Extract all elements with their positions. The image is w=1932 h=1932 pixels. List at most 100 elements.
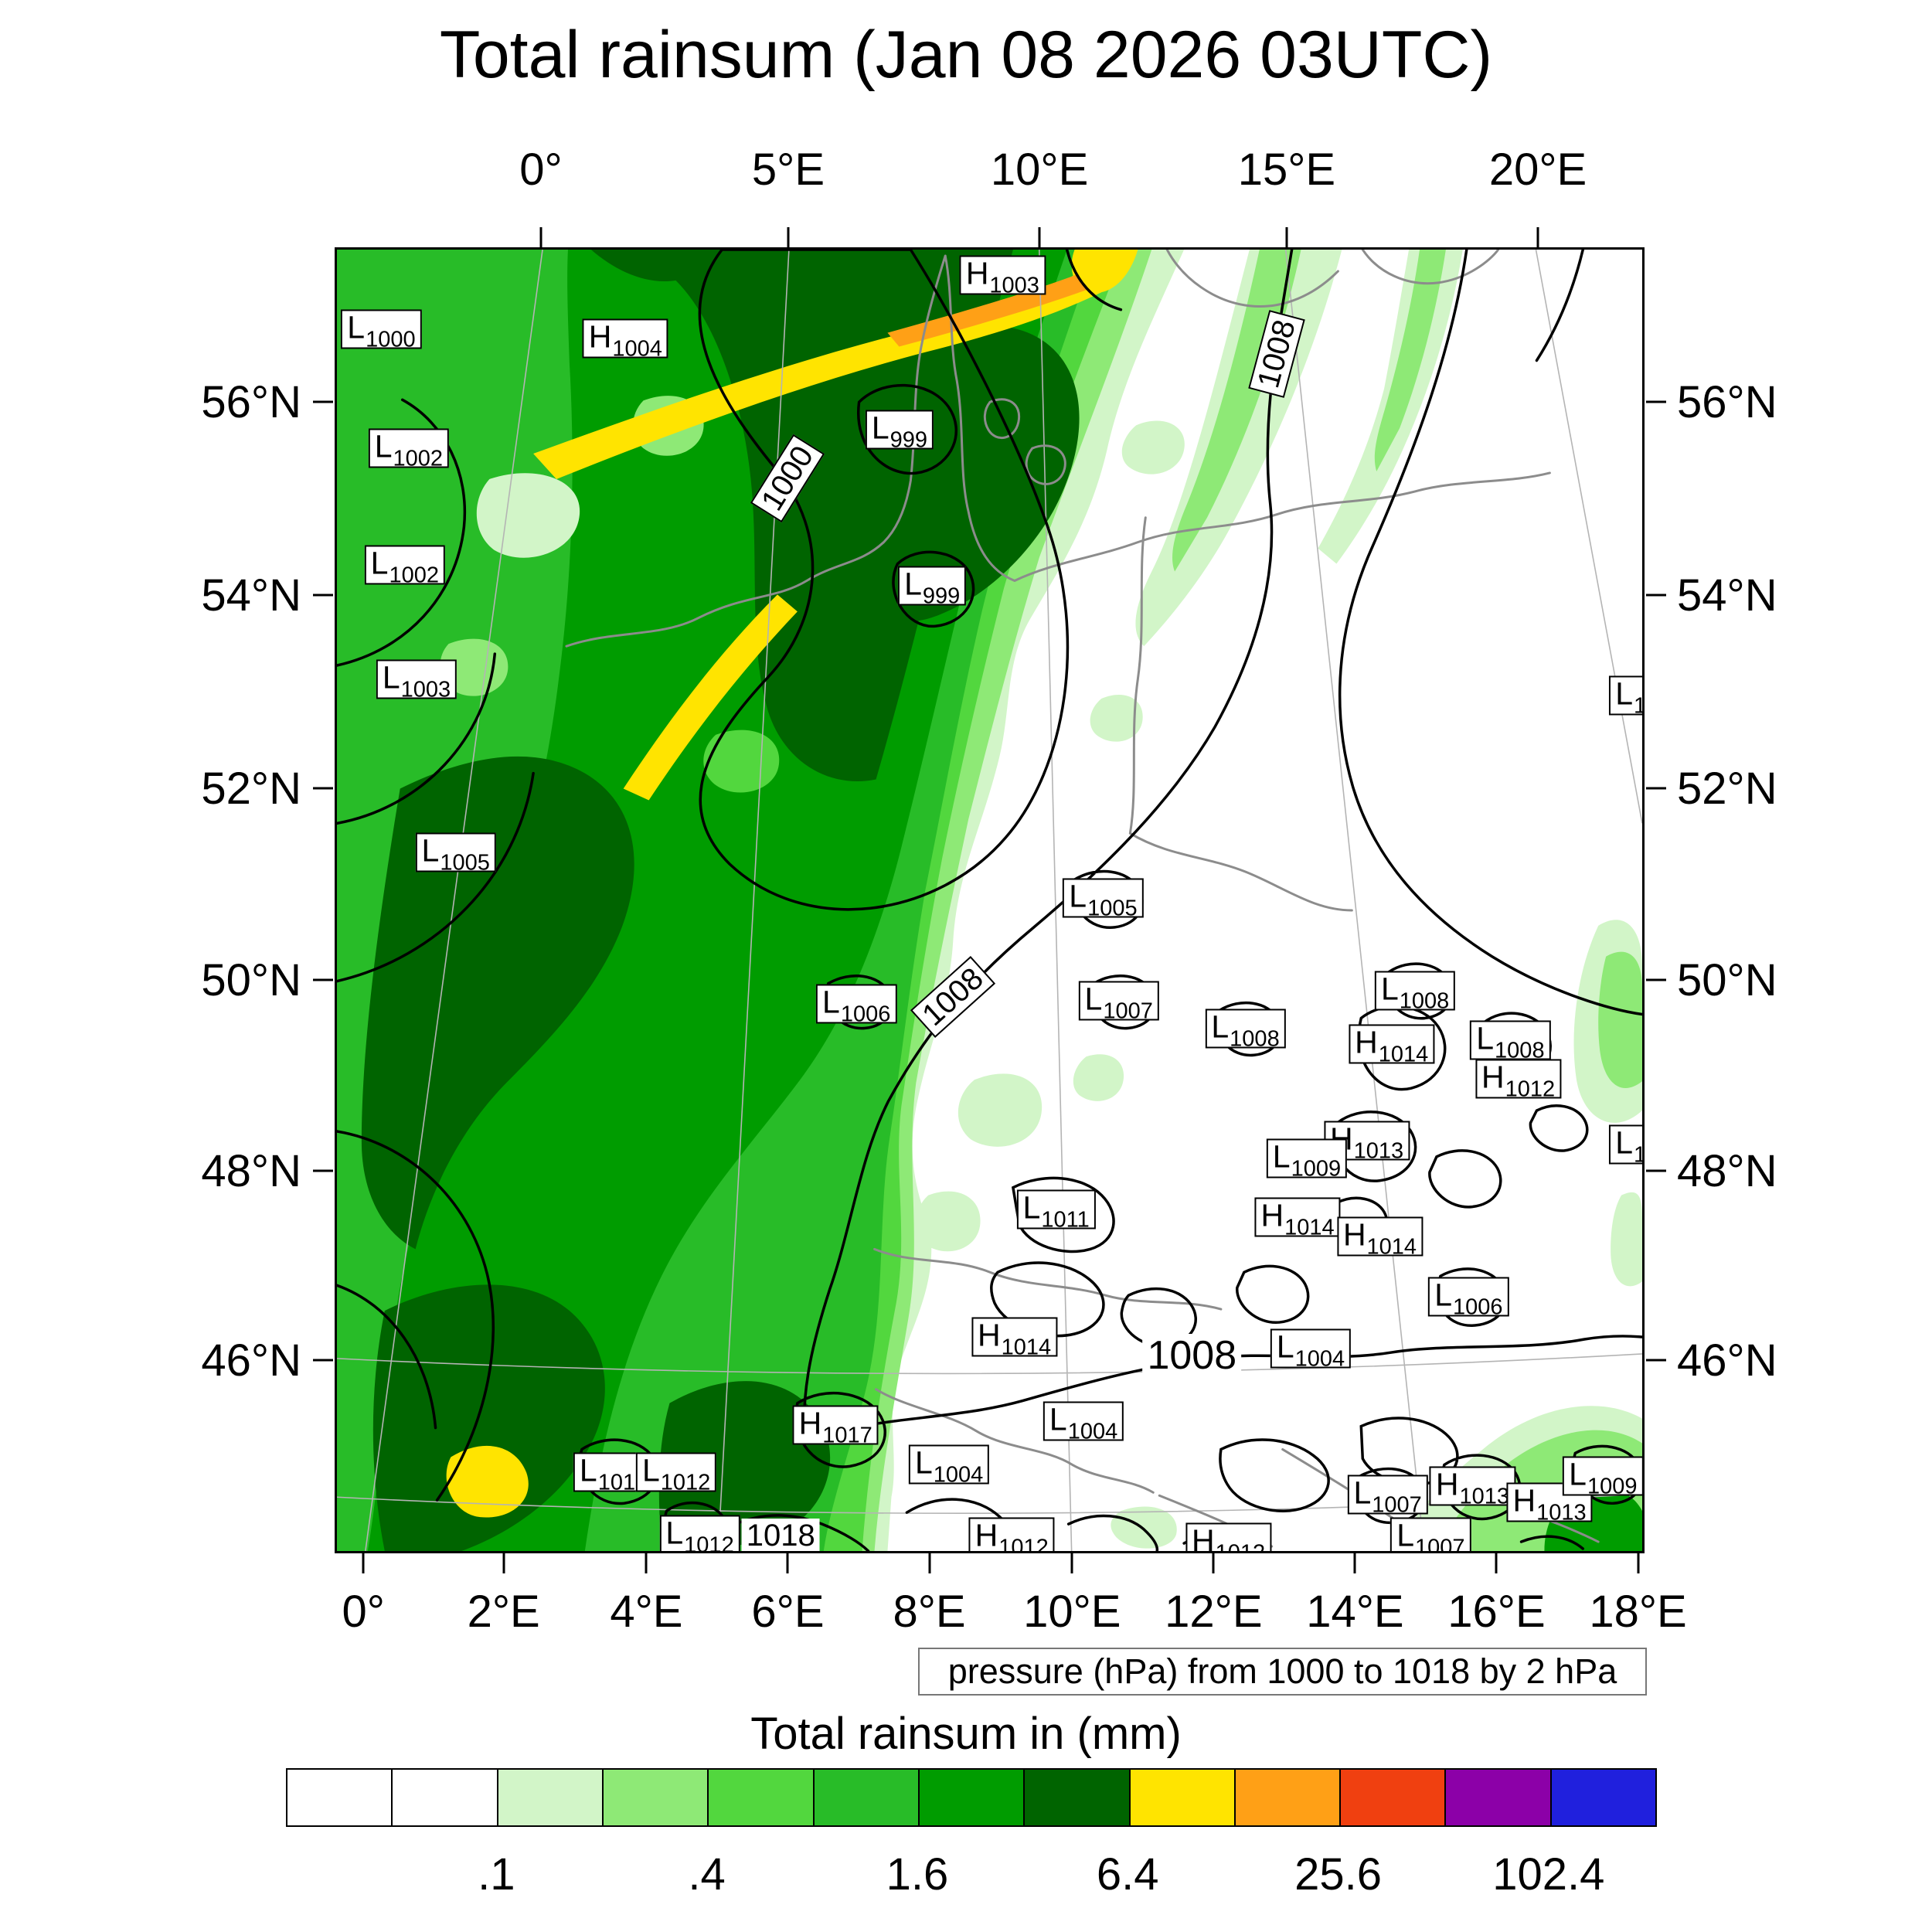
pressure-value: 10 — [1634, 693, 1642, 718]
axis-label-bottom: 16°E — [1447, 1587, 1546, 1637]
axis-tick-bottom — [1212, 1553, 1215, 1573]
pressure-letter: L — [1276, 1328, 1294, 1365]
pressure-marker-L1005: L1005 — [415, 832, 496, 874]
pressure-marker-L1007: L1007 — [1390, 1517, 1471, 1553]
axis-tick-bottom — [1353, 1553, 1356, 1573]
pressure-letter: L — [822, 984, 840, 1020]
colorbar-tick-label: .1 — [478, 1849, 515, 1900]
colorbar-cell-3 — [603, 1770, 709, 1825]
pressure-value: 1000 — [366, 327, 416, 352]
pressure-marker-H1013: H1013 — [1429, 1466, 1515, 1509]
axis-tick-left — [313, 978, 333, 981]
pressure-letter: H — [798, 1405, 822, 1441]
pressure-letter: L — [579, 1452, 597, 1488]
axis-label-right: 46°N — [1677, 1335, 1777, 1386]
pressure-value: 1002 — [393, 446, 444, 471]
axis-label-bottom: 8°E — [893, 1587, 966, 1637]
pressure-letter: L — [382, 659, 400, 696]
axis-tick-right — [1646, 400, 1666, 403]
pressure-marker-L1008: L1008 — [1205, 1009, 1286, 1052]
pressure-marker-L1009: L1009 — [1563, 1456, 1642, 1499]
axis-tick-top — [1038, 227, 1041, 247]
axis-tick-top — [1285, 227, 1288, 247]
pressure-value: 1008 — [1230, 1026, 1280, 1052]
pressure-value: 1012 — [684, 1532, 734, 1553]
pressure-value: 1004 — [1067, 1419, 1118, 1444]
colorbar-cell-10 — [1341, 1770, 1447, 1825]
axis-label-left: 54°N — [201, 570, 301, 621]
pressure-value: 1013 — [1353, 1138, 1404, 1164]
axis-tick-right — [1646, 787, 1666, 790]
pressure-marker-L10: L10 — [1609, 1124, 1642, 1167]
pressure-marker-H1004: H1004 — [582, 318, 668, 360]
axis-label-top: 10°E — [990, 145, 1089, 195]
pressure-value: 10 — [1634, 1142, 1642, 1167]
pressure-marker-H1012: H1012 — [1185, 1522, 1272, 1553]
axis-tick-bottom — [786, 1553, 789, 1573]
pressure-marker-L10: L10 — [1609, 675, 1642, 718]
pressure-value: 1003 — [989, 273, 1039, 298]
pressure-value: 1014 — [1001, 1335, 1052, 1360]
pressure-marker-H1003: H1003 — [959, 255, 1046, 297]
pressure-letter: H — [1481, 1059, 1505, 1095]
colorbar-cell-11 — [1446, 1770, 1552, 1825]
pressure-letter: L — [904, 566, 922, 602]
axis-label-left: 46°N — [201, 1335, 301, 1386]
pressure-marker-L1012: L1012 — [659, 1515, 740, 1553]
pressure-value: 1002 — [389, 563, 439, 588]
pressure-marker-L1008: L1008 — [1374, 971, 1456, 1014]
pressure-marker-L1012: L1012 — [635, 1452, 717, 1494]
pressure-marker-layer: L1000H1004H1003L999L1002L1002L999L1003L1… — [337, 250, 1642, 1551]
pressure-value: 1013 — [1536, 1500, 1587, 1526]
pressure-marker-H1017: H1017 — [792, 1405, 879, 1447]
pressure-value: 999 — [922, 583, 961, 609]
pressure-value: 1006 — [840, 1002, 891, 1027]
axis-label-left: 50°N — [201, 954, 301, 1005]
pressure-marker-L1002: L1002 — [368, 428, 450, 471]
pressure-marker-L1004: L1004 — [1043, 1401, 1124, 1444]
pressure-value: 1005 — [440, 850, 490, 876]
axis-label-bottom: 4°E — [610, 1587, 683, 1637]
axis-tick-right — [1646, 594, 1666, 597]
pressure-letter: L — [665, 1515, 684, 1551]
axis-label-bottom: 6°E — [751, 1587, 825, 1637]
plot-title: Total rainsum (Jan 08 2026 03UTC) — [439, 18, 1493, 92]
pressure-value: 1008 — [1399, 988, 1450, 1014]
pressure-value: 1012 — [1215, 1540, 1266, 1553]
pressure-value: 1011 — [1041, 1207, 1090, 1233]
pressure-letter: L — [1396, 1517, 1415, 1553]
pressure-value: 1013 — [1459, 1484, 1509, 1509]
colorbar-cell-5 — [814, 1770, 920, 1825]
rain-hole-pale — [476, 473, 580, 558]
axis-tick-bottom — [1070, 1553, 1073, 1573]
pressure-value: 1014 — [1284, 1215, 1335, 1240]
axis-tick-left — [313, 594, 333, 597]
pressure-marker-H1014: H1014 — [1336, 1216, 1423, 1260]
pressure-value: 1007 — [1372, 1492, 1422, 1518]
pressure-letter: H — [1192, 1522, 1215, 1553]
pressure-value: 1012 — [998, 1535, 1049, 1553]
contour-label-1018: 1018 — [741, 1518, 820, 1551]
pressure-letter: H — [1435, 1466, 1459, 1502]
axis-tick-bottom — [1637, 1553, 1640, 1573]
pressure-value: 1009 — [1587, 1474, 1638, 1499]
rain-fill-dark — [367, 250, 1642, 1551]
pressure-marker-L1006: L1006 — [816, 984, 897, 1027]
pressure-value: 1014 — [1366, 1234, 1417, 1260]
colorbar-cell-6 — [919, 1770, 1026, 1825]
pressure-value: 999 — [889, 427, 928, 453]
pressure-letter: L — [1069, 878, 1087, 914]
pressure-letter: L — [1615, 1124, 1634, 1161]
pressure-marker-H1014: H1014 — [1349, 1024, 1435, 1066]
colorbar-tick-label: 102.4 — [1492, 1849, 1605, 1900]
pressure-marker-L999: L999 — [865, 410, 934, 453]
axis-label-top: 20°E — [1488, 145, 1587, 195]
pressure-marker-L1007: L1007 — [1347, 1475, 1428, 1518]
pressure-letter: L — [1569, 1456, 1587, 1492]
pressure-marker-L1006: L1006 — [1428, 1277, 1509, 1318]
pressure-value: 1005 — [1087, 896, 1138, 921]
axis-tick-left — [313, 1169, 333, 1172]
pressure-value: 1004 — [933, 1462, 984, 1488]
pressure-letter: L — [641, 1452, 660, 1488]
axis-label-right: 54°N — [1677, 570, 1777, 621]
